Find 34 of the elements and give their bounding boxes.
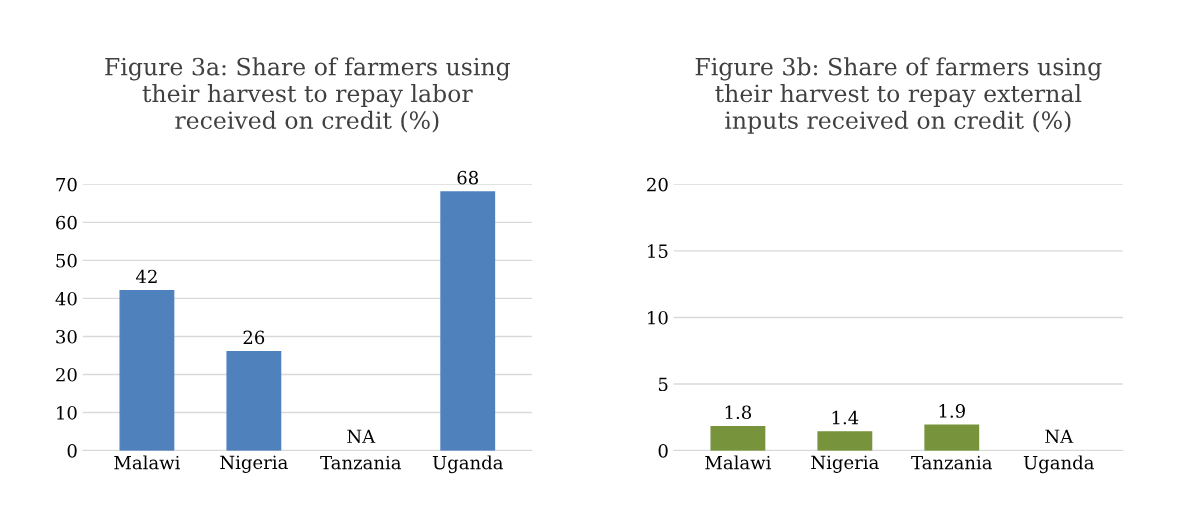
y-tick-label: 0 — [658, 444, 668, 458]
data-label: 1.8 — [725, 405, 752, 420]
x-tick-label: Tanzania — [911, 455, 993, 470]
bar — [440, 191, 496, 451]
y-tick-label: 20 — [647, 177, 668, 192]
data-label: 26 — [243, 330, 265, 345]
y-tick-label: 30 — [56, 329, 77, 344]
data-label: 68 — [457, 170, 479, 185]
y-tick-label: 10 — [648, 310, 668, 325]
y-tick-label: 15 — [648, 244, 668, 258]
chart-title: Figure 3b: Share of farmers using their harvest to repay external inputs received on credit (%) — [695, 57, 1102, 134]
y-tick-label: 5 — [658, 377, 668, 392]
y-tick-label: 20 — [56, 367, 77, 382]
y-tick-label: 60 — [56, 215, 77, 230]
y-tick-label: 70 — [56, 177, 77, 192]
y-tick-label: 50 — [56, 253, 77, 268]
y-tick-label: 0 — [67, 444, 77, 458]
bar — [226, 350, 282, 451]
y-tick-label: 40 — [55, 291, 77, 306]
x-tick-label: Tanzania — [320, 455, 402, 470]
y-tick-label: 10 — [57, 405, 77, 420]
data-label: 1.4 — [832, 410, 859, 425]
data-label: 1.9 — [939, 404, 965, 418]
text: NA — [1045, 429, 1074, 444]
x-tick-label: Uganda — [432, 455, 503, 474]
bar — [119, 290, 175, 451]
x-tick-label: Malawi — [114, 455, 180, 470]
x-tick-label: Uganda — [1023, 455, 1094, 474]
chart-title: Figure 3a: Share of farmers using their harvest to repay labor received on credit (%) — [105, 57, 511, 133]
x-tick-label: Nigeria — [220, 455, 288, 473]
x-tick-label: Nigeria — [811, 455, 879, 473]
x-tick-label: Malawi — [705, 455, 771, 470]
text: NA — [347, 429, 376, 444]
data-label: 42 — [135, 269, 157, 284]
